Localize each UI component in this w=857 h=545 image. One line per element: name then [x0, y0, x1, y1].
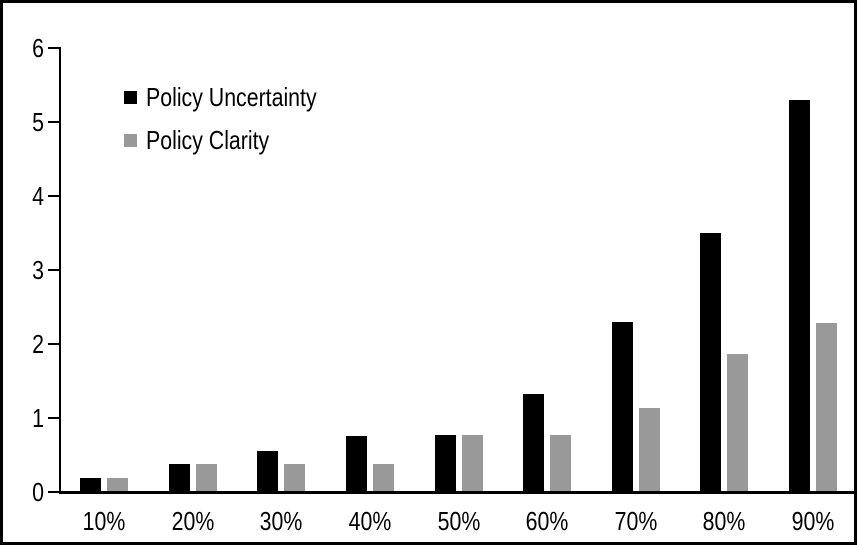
bar-policy-clarity — [196, 464, 217, 492]
legend-item-policy-uncertainty: Policy Uncertainty — [124, 82, 354, 112]
bar-policy-clarity — [639, 408, 660, 492]
y-axis-tick — [48, 47, 60, 49]
y-axis-tick — [48, 121, 60, 123]
x-category-label: 20% — [171, 506, 215, 536]
y-axis-tick — [48, 491, 60, 493]
y-axis-tick — [48, 343, 60, 345]
bar-policy-uncertainty — [523, 394, 544, 492]
x-category-label: 40% — [348, 506, 392, 536]
legend-swatch-policy-clarity — [124, 133, 137, 147]
legend-label-policy-uncertainty: Policy Uncertainty — [146, 81, 317, 112]
bar-policy-clarity — [462, 435, 483, 492]
x-category-label: 90% — [791, 506, 835, 536]
bar-policy-clarity — [550, 435, 571, 492]
bar-policy-uncertainty — [346, 436, 367, 492]
y-axis-tick — [48, 195, 60, 197]
y-axis-tick — [48, 417, 60, 419]
y-tick-label: 1 — [32, 403, 44, 433]
y-axis-tick — [48, 269, 60, 271]
bar-policy-uncertainty — [80, 478, 101, 492]
legend-swatch-policy-uncertainty — [124, 90, 137, 104]
bar-policy-uncertainty — [612, 322, 633, 492]
y-tick-label: 2 — [32, 329, 44, 359]
legend-label-policy-clarity: Policy Clarity — [146, 124, 270, 155]
legend-item-policy-clarity: Policy Clarity — [124, 125, 354, 155]
y-axis-line — [59, 47, 61, 494]
y-tick-label: 4 — [32, 181, 44, 211]
bar-policy-clarity — [816, 323, 837, 492]
bar-policy-uncertainty — [700, 233, 721, 492]
x-category-label: 60% — [525, 506, 569, 536]
bar-policy-uncertainty — [169, 464, 190, 492]
bar-policy-uncertainty — [789, 100, 810, 492]
y-tick-label: 5 — [32, 107, 44, 137]
x-category-label: 50% — [437, 506, 481, 536]
x-category-label: 70% — [614, 506, 658, 536]
bar-policy-uncertainty — [257, 451, 278, 492]
bar-policy-clarity — [107, 478, 128, 492]
y-tick-label: 3 — [32, 255, 44, 285]
x-category-label: 80% — [702, 506, 746, 536]
chart-legend: Policy Uncertainty Policy Clarity — [124, 82, 354, 168]
bar-policy-clarity — [284, 464, 305, 492]
bar-policy-clarity — [373, 464, 394, 492]
bar-policy-uncertainty — [435, 435, 456, 492]
y-tick-label: 6 — [32, 33, 44, 63]
bar-policy-clarity — [727, 354, 748, 492]
x-axis-line — [59, 491, 854, 494]
x-category-label: 10% — [82, 506, 126, 536]
x-category-label: 30% — [259, 506, 303, 536]
y-tick-label: 0 — [32, 477, 44, 507]
